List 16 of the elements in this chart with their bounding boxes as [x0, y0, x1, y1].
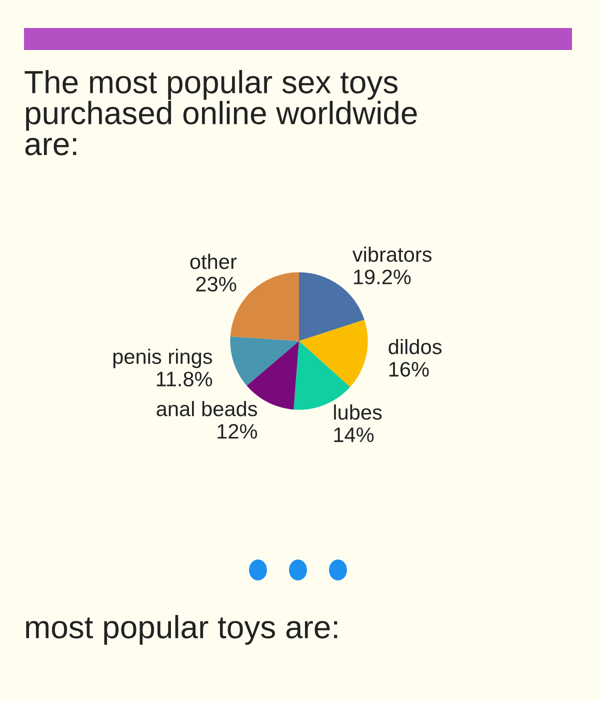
slice-label: anal beads: [156, 400, 258, 416]
chart-title: The most popular sex toys purchased online worldwide are:: [24, 70, 417, 156]
data-label: 14%: [334, 428, 374, 442]
data-label: 19.2%: [354, 270, 411, 284]
data-label: 23%: [196, 276, 236, 292]
pie-slice: [299, 320, 368, 388]
slice-label: dildos: [388, 338, 442, 354]
slice-label: lubes: [334, 404, 382, 420]
data-label: 11.8%: [156, 372, 212, 386]
pie-slice: [230, 336, 299, 386]
data-label: 16%: [389, 362, 429, 377]
slice-label: penis rings: [113, 348, 212, 368]
data-label: 12%: [218, 424, 258, 439]
slice-label: other: [190, 254, 237, 270]
slice-label: vibrators: [352, 246, 432, 262]
text: most popular toys are:: [26, 615, 338, 645]
